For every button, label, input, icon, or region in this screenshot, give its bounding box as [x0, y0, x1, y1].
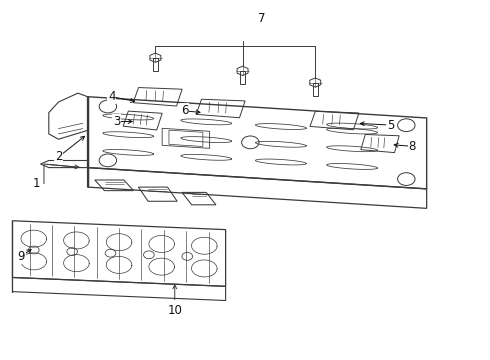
- Text: 3: 3: [113, 115, 121, 128]
- Bar: [313, 82, 318, 96]
- Text: 10: 10: [167, 303, 182, 316]
- Bar: [240, 71, 245, 84]
- Text: 4: 4: [108, 90, 116, 103]
- Text: 6: 6: [181, 104, 188, 117]
- Text: 1: 1: [33, 177, 41, 190]
- Text: 9: 9: [18, 250, 25, 263]
- Text: 2: 2: [55, 150, 62, 163]
- Text: 8: 8: [409, 140, 416, 153]
- Text: 5: 5: [387, 118, 394, 131]
- Bar: [153, 58, 158, 71]
- Text: 7: 7: [258, 12, 266, 25]
